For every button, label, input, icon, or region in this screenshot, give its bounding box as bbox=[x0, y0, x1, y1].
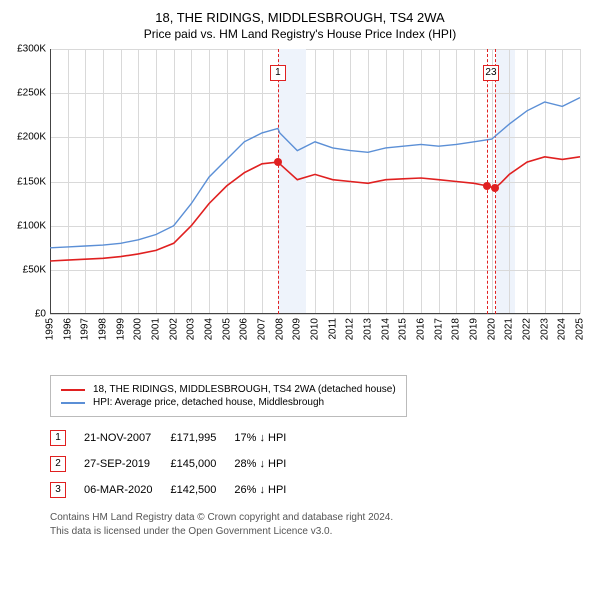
event-delta: 17% ↓ HPI bbox=[234, 425, 304, 451]
event-price: £145,000 bbox=[170, 451, 234, 477]
event-date: 21-NOV-2007 bbox=[84, 425, 170, 451]
footer-line-1: Contains HM Land Registry data © Crown c… bbox=[50, 511, 588, 525]
chart-subtitle: Price paid vs. HM Land Registry's House … bbox=[12, 27, 588, 41]
series-hpi bbox=[50, 98, 580, 248]
event-num: 1 bbox=[50, 425, 84, 451]
x-tick-label: 2022 bbox=[522, 318, 533, 340]
x-tick-label: 2007 bbox=[257, 318, 268, 340]
series-svg bbox=[50, 49, 580, 314]
y-tick-label: £300K bbox=[17, 44, 46, 55]
x-tick-label: 2008 bbox=[274, 318, 285, 340]
x-tick-label: 2013 bbox=[363, 318, 374, 340]
x-tick-label: 1999 bbox=[115, 318, 126, 340]
x-tick-label: 1998 bbox=[98, 318, 109, 340]
event-marker: 23 bbox=[483, 65, 499, 81]
x-tick-label: 2017 bbox=[433, 318, 444, 340]
event-num: 3 bbox=[50, 477, 84, 503]
legend-row: HPI: Average price, detached house, Midd… bbox=[61, 397, 396, 408]
event-price: £142,500 bbox=[170, 477, 234, 503]
event-marker: 1 bbox=[270, 65, 286, 81]
legend: 18, THE RIDINGS, MIDDLESBROUGH, TS4 2WA … bbox=[50, 375, 407, 417]
x-tick-label: 2009 bbox=[292, 318, 303, 340]
y-axis: £0£50K£100K£150K£200K£250K£300K bbox=[12, 49, 50, 314]
x-tick-label: 2004 bbox=[204, 318, 215, 340]
x-axis: 1995199619971998199920002001200220032004… bbox=[50, 314, 580, 369]
x-tick-label: 2001 bbox=[151, 318, 162, 340]
plot-area: 1 23 bbox=[50, 49, 580, 314]
series-property bbox=[50, 157, 580, 261]
x-tick-label: 2000 bbox=[133, 318, 144, 340]
footer: Contains HM Land Registry data © Crown c… bbox=[50, 511, 588, 539]
y-tick-label: £50K bbox=[23, 264, 46, 275]
gridline bbox=[580, 49, 581, 314]
x-tick-label: 1997 bbox=[80, 318, 91, 340]
events-table: 121-NOV-2007£171,99517% ↓ HPI227-SEP-201… bbox=[50, 425, 304, 503]
chart-title: 18, THE RIDINGS, MIDDLESBROUGH, TS4 2WA bbox=[12, 10, 588, 25]
x-tick-label: 2002 bbox=[168, 318, 179, 340]
event-num: 2 bbox=[50, 451, 84, 477]
x-tick-label: 2015 bbox=[398, 318, 409, 340]
x-tick-label: 2003 bbox=[186, 318, 197, 340]
table-row: 306-MAR-2020£142,50026% ↓ HPI bbox=[50, 477, 304, 503]
x-tick-label: 2025 bbox=[575, 318, 586, 340]
x-tick-label: 2006 bbox=[239, 318, 250, 340]
y-tick-label: £250K bbox=[17, 88, 46, 99]
x-tick-label: 2020 bbox=[486, 318, 497, 340]
y-tick-label: £150K bbox=[17, 176, 46, 187]
event-date: 27-SEP-2019 bbox=[84, 451, 170, 477]
table-row: 227-SEP-2019£145,00028% ↓ HPI bbox=[50, 451, 304, 477]
x-tick-label: 2021 bbox=[504, 318, 515, 340]
legend-swatch bbox=[61, 389, 85, 391]
event-date: 06-MAR-2020 bbox=[84, 477, 170, 503]
x-tick-label: 2011 bbox=[327, 318, 338, 340]
x-tick-label: 2018 bbox=[451, 318, 462, 340]
y-tick-label: £100K bbox=[17, 220, 46, 231]
x-tick-label: 2005 bbox=[221, 318, 232, 340]
x-tick-label: 1995 bbox=[45, 318, 56, 340]
x-tick-label: 2016 bbox=[416, 318, 427, 340]
legend-label: HPI: Average price, detached house, Midd… bbox=[93, 397, 324, 408]
table-row: 121-NOV-2007£171,99517% ↓ HPI bbox=[50, 425, 304, 451]
legend-label: 18, THE RIDINGS, MIDDLESBROUGH, TS4 2WA … bbox=[93, 384, 396, 395]
x-tick-label: 2024 bbox=[557, 318, 568, 340]
y-tick-label: £200K bbox=[17, 132, 46, 143]
event-price: £171,995 bbox=[170, 425, 234, 451]
event-delta: 28% ↓ HPI bbox=[234, 451, 304, 477]
legend-swatch bbox=[61, 402, 85, 404]
chart: £0£50K£100K£150K£200K£250K£300K 123 1995… bbox=[12, 49, 588, 369]
legend-row: 18, THE RIDINGS, MIDDLESBROUGH, TS4 2WA … bbox=[61, 384, 396, 395]
x-tick-label: 2014 bbox=[380, 318, 391, 340]
price-dot bbox=[491, 184, 499, 192]
price-dot bbox=[274, 158, 282, 166]
footer-line-2: This data is licensed under the Open Gov… bbox=[50, 525, 588, 539]
x-tick-label: 1996 bbox=[62, 318, 73, 340]
x-tick-label: 2019 bbox=[469, 318, 480, 340]
event-delta: 26% ↓ HPI bbox=[234, 477, 304, 503]
x-tick-label: 2023 bbox=[539, 318, 550, 340]
x-tick-label: 2012 bbox=[345, 318, 356, 340]
x-tick-label: 2010 bbox=[310, 318, 321, 340]
price-dot bbox=[483, 182, 491, 190]
